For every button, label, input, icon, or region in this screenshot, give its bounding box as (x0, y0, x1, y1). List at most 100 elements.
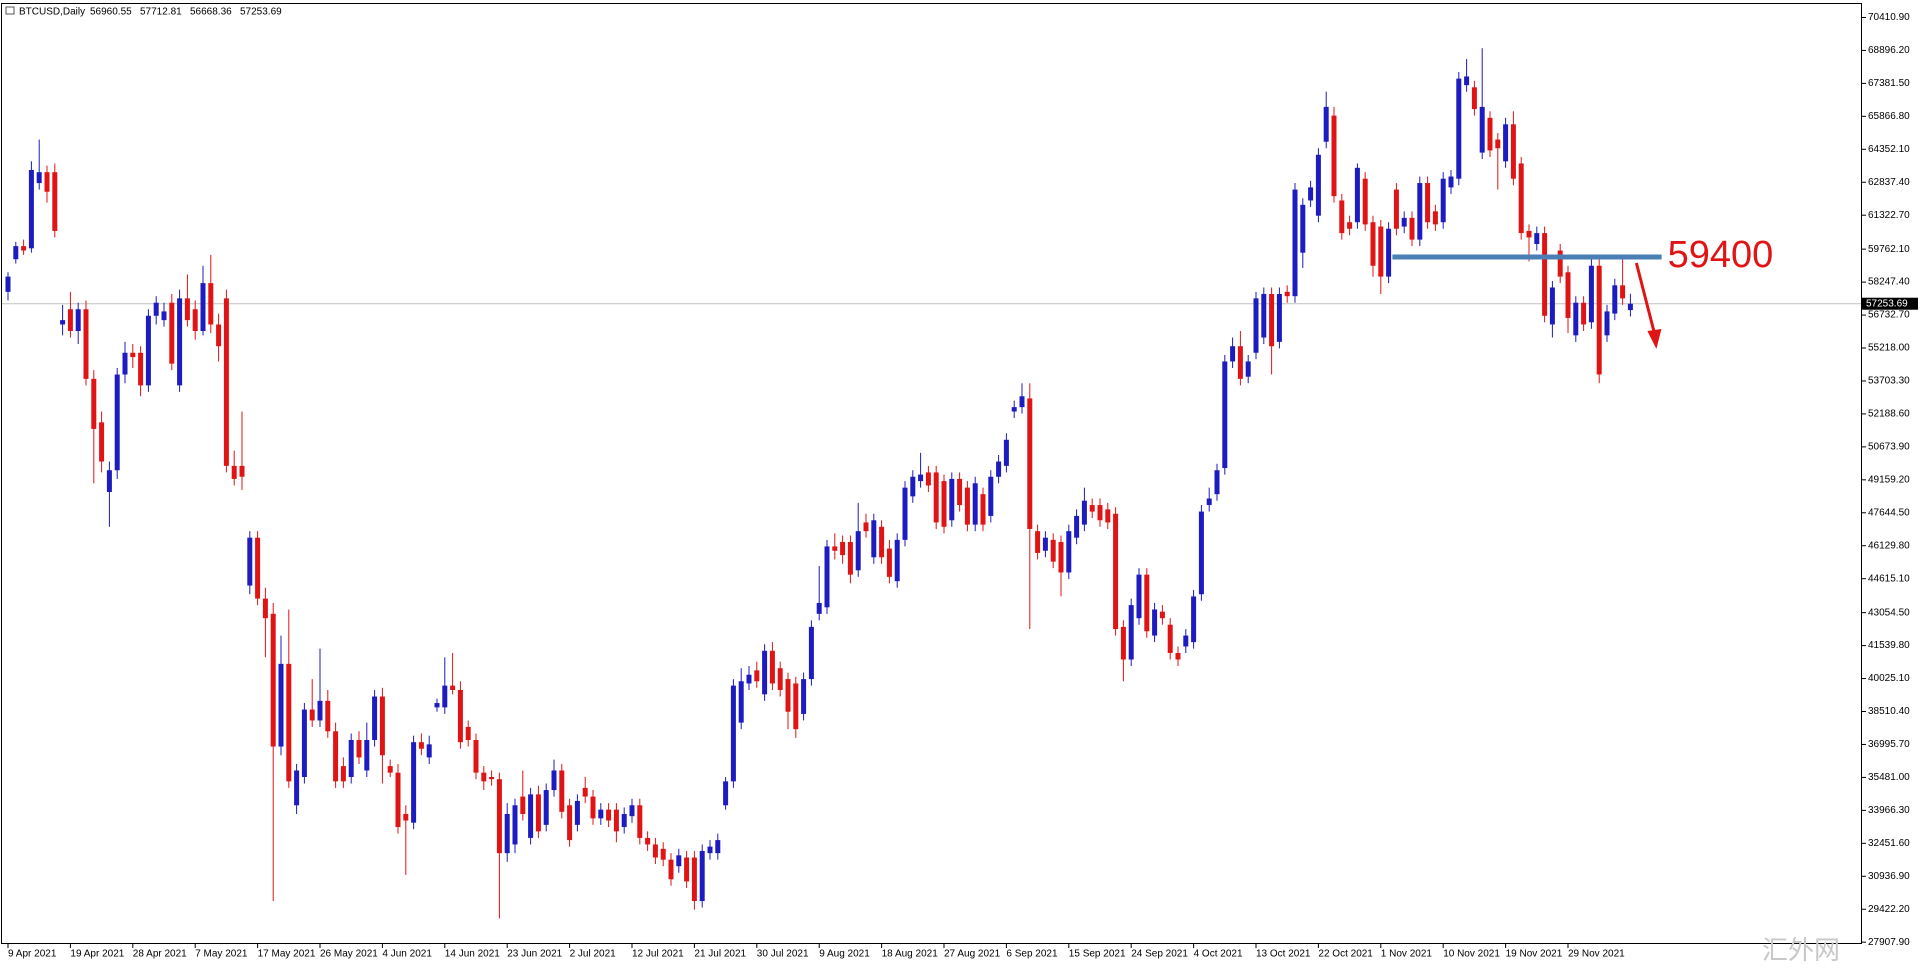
candle-body (1128, 605, 1134, 660)
x-tick-label: 30 Jul 2021 (757, 949, 809, 960)
candle-body (75, 309, 81, 331)
header-high: 57712.81 (140, 7, 182, 18)
candle-body (1526, 230, 1532, 238)
watermark: 汇外网 (1762, 935, 1840, 965)
x-tick-label: 28 Apr 2021 (133, 949, 187, 960)
candle-body (590, 796, 596, 819)
annotation-arrow (1634, 262, 1658, 342)
candle-body (301, 709, 307, 777)
x-tick-label: 6 Sep 2021 (1006, 949, 1058, 960)
candle-body (925, 472, 931, 486)
candle-body (1495, 139, 1501, 149)
candle-body (652, 844, 658, 858)
candle-body (223, 298, 229, 466)
x-tick-label: 10 Nov 2021 (1443, 949, 1500, 960)
candle-body (1417, 183, 1423, 240)
x-tick-label: 9 Aug 2021 (819, 949, 870, 960)
y-tick-label: 50673.90 (1868, 442, 1910, 453)
candle-body (333, 731, 339, 782)
candle-body (348, 740, 354, 777)
candle-body (325, 700, 331, 732)
candle-body (1175, 652, 1181, 660)
candle-body (746, 674, 752, 684)
candle-body (1581, 302, 1587, 325)
candle-body (980, 494, 986, 525)
candle-body (1027, 398, 1033, 529)
candle-body (465, 726, 471, 741)
candle-body (621, 813, 627, 828)
candle-body (1479, 106, 1485, 153)
candle-body (707, 846, 713, 854)
candle-body (660, 848, 666, 860)
annotation-arrowhead (1647, 329, 1662, 350)
candle-body (161, 311, 167, 321)
x-tick-label: 23 Jun 2021 (507, 949, 562, 960)
y-tick-label: 32451.60 (1868, 838, 1910, 849)
candle-body (1510, 124, 1516, 179)
candle-body (13, 246, 19, 260)
candle-body (1393, 189, 1399, 229)
x-tick-label: 14 Jun 2021 (445, 949, 500, 960)
candle-body (1035, 531, 1041, 553)
candle-body (1487, 117, 1493, 151)
candle-body (894, 539, 900, 582)
candle-body (996, 461, 1002, 477)
candle-body (1362, 178, 1368, 225)
x-tick-label: 15 Sep 2021 (1069, 949, 1126, 960)
candle-body (668, 859, 674, 880)
candle-body (1191, 596, 1197, 643)
candle-body (1183, 635, 1189, 647)
candle-body (1105, 509, 1111, 523)
candle-body (1089, 505, 1095, 512)
candle-body (1339, 200, 1345, 234)
candle-body (1370, 222, 1376, 266)
y-tick-label: 36995.70 (1868, 739, 1910, 750)
candle-body (738, 681, 744, 723)
candle-body (1136, 574, 1142, 619)
y-tick-label: 65866.80 (1868, 111, 1910, 122)
y-tick-label: 55218.00 (1868, 343, 1910, 354)
candle-body (1276, 294, 1282, 342)
candle-body (1230, 346, 1236, 362)
candle-body (676, 855, 682, 867)
candle-body (1604, 311, 1610, 336)
candle-body (387, 766, 393, 773)
candle-body (886, 548, 892, 577)
candle-body (902, 487, 908, 540)
candle-body (426, 744, 432, 758)
candle-body (138, 352, 144, 386)
candle-body (286, 663, 292, 782)
candle-body (645, 837, 651, 845)
candle-body (1323, 106, 1329, 142)
candle-body (574, 800, 580, 825)
header-icon (5, 6, 15, 15)
candle-body (1120, 626, 1126, 660)
candle-body (1386, 228, 1392, 277)
candle-body (567, 805, 573, 841)
candle-body (1152, 609, 1158, 636)
candle-body (403, 813, 409, 821)
candle-body (239, 465, 245, 477)
candle-body (99, 422, 105, 462)
candle-body (1573, 302, 1579, 336)
x-tick-label: 17 May 2021 (258, 949, 316, 960)
candle-body (1354, 167, 1360, 223)
candle-body (1269, 294, 1275, 347)
candle-body (629, 805, 635, 817)
candle-body (520, 796, 526, 814)
candle-body (1074, 515, 1080, 538)
candle-body (473, 740, 479, 773)
candle-body (832, 546, 838, 551)
candle-body (910, 476, 916, 497)
candle-body (855, 531, 861, 571)
candle-body (153, 302, 159, 316)
candle-body (1003, 439, 1009, 466)
candle-body (177, 298, 183, 386)
candle-body (535, 794, 541, 832)
candle-body (1471, 87, 1477, 110)
candle-body (1432, 211, 1438, 225)
candle-body (1214, 470, 1220, 495)
candle-body (1300, 204, 1306, 253)
candle-body (1448, 176, 1454, 188)
candle-body (309, 709, 315, 721)
